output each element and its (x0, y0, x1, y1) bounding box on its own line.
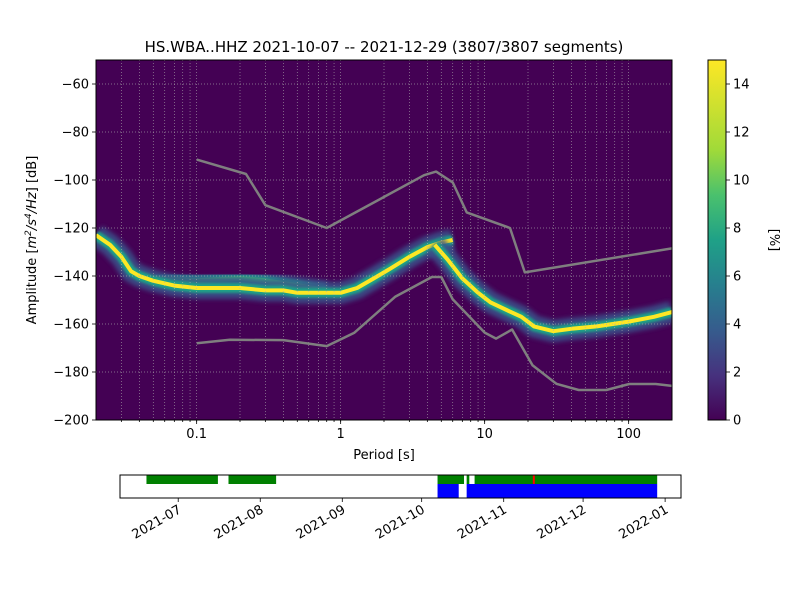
colorbar-tick-label: 8 (733, 222, 741, 237)
chart-title: HS.WBA..HHZ 2021-10-07 -- 2021-12-29 (38… (145, 38, 624, 56)
y-tick-label: −100 (53, 174, 89, 189)
y-tick-label: −200 (53, 414, 89, 429)
data-used-bar (466, 484, 658, 498)
data-available-bar (228, 475, 277, 484)
date-axis-ticks: 2021-07 2021-08 2021-09 2021-10 2021-11 2021-… (130, 498, 671, 543)
colorbar-label: [%] (766, 229, 781, 252)
noise-model-line-2 (196, 275, 672, 392)
y-axis-ticks: −60 −80 −100 −120 −140 −160 −180 −200 (53, 78, 96, 429)
y-axis-label: Amplitude [m2/s4/Hz] [dB] (24, 156, 40, 325)
colorbar-tick-label: 0 (733, 414, 741, 429)
availability-bars (146, 475, 658, 498)
date-tick-label: 2021-07 (130, 502, 185, 542)
data-used-bar (437, 484, 459, 498)
colorbar-tick-label: 4 (733, 318, 741, 333)
x-tick-label: 0.1 (186, 427, 207, 442)
date-tick-label: 2022-01 (617, 502, 672, 542)
x-tick-label: 100 (616, 427, 641, 442)
y-tick-label: −80 (62, 126, 89, 141)
density-map (96, 226, 672, 343)
date-tick-label: 2021-11 (455, 502, 510, 542)
availability-frame (119, 474, 682, 499)
data-available-bar (466, 475, 470, 484)
colorbar-tick-label: 12 (733, 126, 750, 141)
y-tick-label: −140 (53, 270, 89, 285)
y-tick-label: −160 (53, 318, 89, 333)
data-available-bar (437, 475, 465, 484)
y-tick-label: −120 (53, 222, 89, 237)
y-tick-label: −60 (62, 78, 89, 93)
colorbar-tick-label: 6 (733, 270, 741, 285)
density-ridge-core (96, 233, 454, 295)
data-gap-marker (532, 475, 535, 484)
date-tick-label: 2021-09 (294, 502, 349, 542)
x-axis-label: Period [s] (353, 448, 415, 463)
data-available-bar (474, 475, 658, 484)
x-tick-label: 1 (337, 427, 345, 442)
colorbar-tick-label: 10 (733, 174, 750, 189)
date-tick-label: 2021-12 (535, 502, 590, 542)
noise-model-line-1 (196, 158, 672, 274)
y-tick-label: −180 (53, 366, 89, 381)
x-axis-ticks: 0.1 1 10 100 (120, 420, 641, 442)
colorbar (707, 59, 727, 421)
x-tick-label: 10 (476, 427, 493, 442)
colorbar-tick-label: 2 (733, 366, 741, 381)
grid-lines (96, 60, 672, 420)
data-available-bar (146, 475, 218, 484)
date-tick-label: 2021-08 (212, 502, 267, 542)
date-tick-label: 2021-10 (373, 502, 428, 542)
noise-models (196, 158, 672, 392)
colorbar-tick-label: 14 (733, 78, 750, 93)
colorbar-ticks: 0 2 4 6 8 10 12 14 (726, 78, 750, 429)
